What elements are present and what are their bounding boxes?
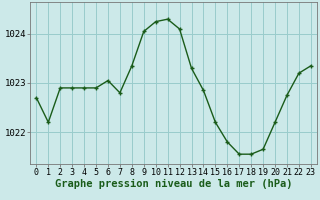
X-axis label: Graphe pression niveau de la mer (hPa): Graphe pression niveau de la mer (hPa) xyxy=(55,179,292,189)
